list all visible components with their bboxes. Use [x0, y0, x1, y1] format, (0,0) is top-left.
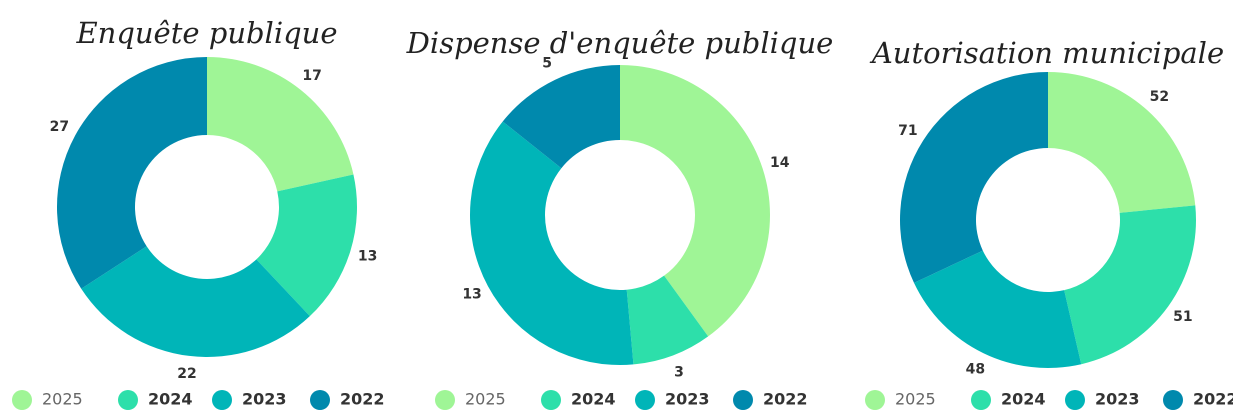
value-label: 5 [542, 56, 552, 72]
legend-swatch [435, 390, 455, 410]
donut-slice [81, 246, 310, 357]
chart-title: Dispense d'enquête publique [406, 26, 834, 60]
legend-swatch [310, 390, 330, 410]
legend-label: 2025 [465, 390, 506, 409]
value-label: 14 [770, 155, 790, 171]
legend-swatch [1065, 390, 1085, 410]
chart-title: Enquête publique [75, 16, 337, 50]
legend-label: 2022 [1193, 390, 1233, 409]
value-label: 27 [50, 119, 69, 135]
legend-label: 2022 [340, 390, 385, 409]
donut-slice [56, 57, 207, 289]
legend-swatch [541, 390, 561, 410]
donut-slice [1048, 72, 1196, 213]
value-label: 13 [358, 248, 377, 264]
donut-slice [626, 275, 709, 365]
legend-swatch [865, 390, 885, 410]
legend-label: 2023 [242, 390, 287, 409]
donut-slice [914, 250, 1082, 369]
legend-label: 2022 [763, 390, 808, 409]
legend-swatch [733, 390, 753, 410]
value-label: 3 [674, 364, 684, 380]
legend-label: 2025 [42, 390, 83, 409]
legend-label: 2024 [571, 390, 616, 409]
legend-swatch [635, 390, 655, 410]
donut-slice [256, 174, 357, 317]
donut-slice [900, 72, 1048, 283]
legend-label: 2024 [148, 390, 193, 409]
value-label: 71 [898, 123, 917, 139]
donut-slice [620, 65, 770, 337]
legend-label: 2023 [665, 390, 710, 409]
value-label: 22 [177, 366, 196, 382]
legend-label: 2024 [1001, 390, 1046, 409]
legend-swatch [1163, 390, 1183, 410]
value-label: 17 [302, 68, 321, 84]
value-label: 52 [1150, 89, 1169, 105]
donut-slice [1064, 205, 1196, 365]
legend-swatch [12, 390, 32, 410]
value-label: 13 [462, 287, 481, 303]
value-label: 51 [1173, 309, 1192, 325]
legend-swatch [971, 390, 991, 410]
donut-slice [469, 121, 634, 365]
donut-slice [207, 57, 354, 192]
value-label: 48 [966, 361, 985, 377]
donut-slice [502, 65, 620, 169]
legend-swatch [212, 390, 232, 410]
chart-title: Autorisation municipale [869, 36, 1224, 70]
legend-swatch [118, 390, 138, 410]
legend-label: 2023 [1095, 390, 1140, 409]
legend-label: 2025 [895, 390, 936, 409]
